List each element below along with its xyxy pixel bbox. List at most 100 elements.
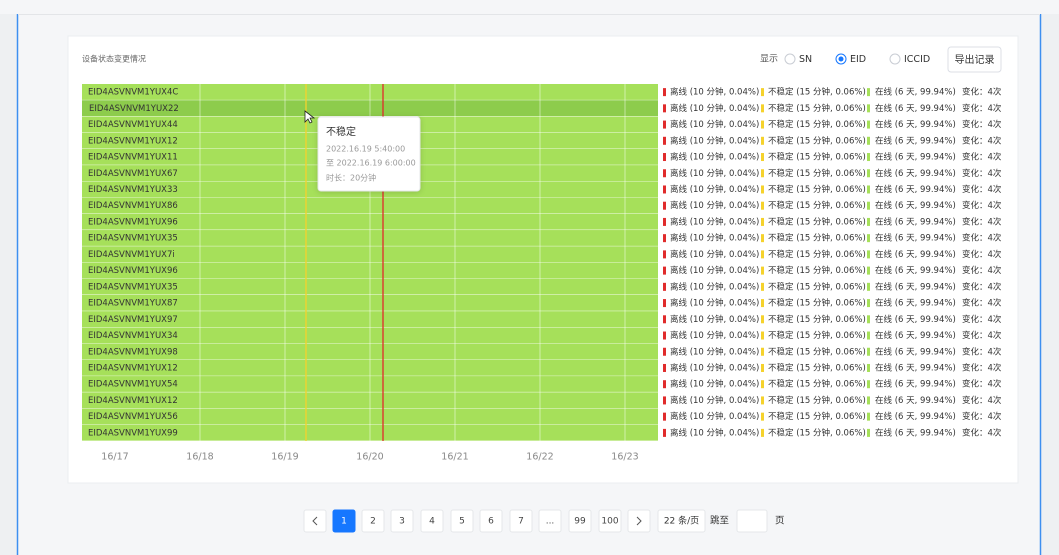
online-text: 在线 (6 天, 99.94%) [875, 281, 956, 292]
radio-dot[interactable] [838, 56, 844, 62]
changes-text: 变化：4次 [962, 168, 1002, 179]
export-button[interactable] [947, 46, 1002, 73]
row-label: EID4ASVNVM1YUX98 [88, 347, 178, 357]
offline-swatch [663, 396, 666, 405]
unstable-text: 不稳定 (15 分钟, 0.06%) [768, 379, 866, 390]
online-text: 在线 (6 天, 99.94%) [875, 314, 956, 325]
online-swatch [867, 88, 870, 97]
online-text: 在线 (6 天, 99.94%) [875, 119, 956, 130]
page-number[interactable]: 99 [574, 517, 586, 527]
online-swatch [867, 299, 870, 308]
unstable-swatch [761, 185, 764, 194]
x-label: 16/18 [186, 452, 213, 463]
online-swatch [867, 104, 870, 113]
x-axis: 16/17 16/18 16/19 16/20 16/21 16/22 16/23 [101, 452, 638, 463]
page-number[interactable]: 6 [488, 517, 494, 527]
tooltip-box [317, 116, 421, 192]
timeline: EID4ASVNVM1YUX4C 离线 (10 分钟, 0.04%) 不稳定 (15… [82, 84, 1004, 442]
page-button[interactable] [598, 509, 622, 533]
unstable-text: 不稳定 (15 分钟, 0.06%) [768, 103, 866, 114]
jump-input[interactable] [736, 509, 768, 533]
unstable-text: 不稳定 (15 分钟, 0.06%) [768, 330, 866, 341]
row-label: EID4ASVNVM1YUX99 [88, 428, 178, 438]
offline-swatch [663, 217, 666, 226]
radio-label[interactable]: ICCID [904, 54, 930, 65]
changes-text: 变化：4次 [962, 216, 1002, 227]
row-label: EID4ASVNVM1YUX35 [88, 282, 178, 292]
page-number[interactable]: 7 [518, 517, 524, 527]
tooltip-title: 不稳定 [326, 125, 356, 138]
online-text: 在线 (6 天, 99.94%) [875, 233, 956, 244]
page-button[interactable] [332, 509, 356, 533]
offline-swatch [663, 88, 666, 97]
unstable-swatch [761, 104, 764, 113]
prev-button[interactable] [303, 509, 327, 533]
row-label: EID4ASVNVM1YUX96 [88, 266, 178, 276]
page-button[interactable] [509, 509, 533, 533]
next-button[interactable] [627, 509, 651, 533]
page-button[interactable] [450, 509, 474, 533]
page-number[interactable]: 1 [341, 517, 347, 527]
online-swatch [867, 120, 870, 129]
page-number[interactable]: 3 [399, 517, 405, 527]
radio[interactable] [889, 53, 901, 65]
page-button[interactable] [390, 509, 414, 533]
offline-swatch [663, 380, 666, 389]
offline-swatch [663, 136, 666, 145]
online-text: 在线 (6 天, 99.94%) [875, 427, 956, 438]
offline-text: 离线 (10 分钟, 0.04%) [670, 249, 759, 260]
online-text: 在线 (6 天, 99.94%) [875, 103, 956, 114]
offline-text: 离线 (10 分钟, 0.04%) [670, 168, 759, 179]
offline-text: 离线 (10 分钟, 0.04%) [670, 379, 759, 390]
offline-text: 离线 (10 分钟, 0.04%) [670, 184, 759, 195]
page-size[interactable]: 22 条/页 [664, 515, 699, 527]
radio[interactable] [784, 53, 796, 65]
unstable-swatch [761, 153, 764, 162]
display-label: 显示 [760, 54, 778, 65]
page-number[interactable]: 2 [370, 517, 376, 527]
radio-label[interactable]: SN [799, 54, 812, 65]
online-swatch [867, 250, 870, 259]
pagination: 1 2 3 4 5 6 7... 99 100 22 条/页 跳至 页 [303, 509, 785, 533]
x-label: 16/23 [611, 452, 638, 463]
row-label: EID4ASVNVM1YUX56 [88, 412, 178, 422]
page-button[interactable] [420, 509, 444, 533]
offline-text: 离线 (10 分钟, 0.04%) [670, 314, 759, 325]
page-size-select[interactable] [657, 509, 706, 533]
offline-swatch [663, 428, 666, 437]
page-button[interactable] [568, 509, 592, 533]
page-number[interactable]: 5 [459, 517, 465, 527]
page-button[interactable] [479, 509, 503, 533]
online-text: 在线 (6 天, 99.94%) [875, 200, 956, 211]
page-number[interactable]: ... [546, 517, 555, 527]
online-swatch [867, 396, 870, 405]
tooltip: 不稳定 2022.16.19 5:40:00 至 2022.16.19 6:00… [317, 116, 421, 192]
changes-text: 变化：4次 [962, 298, 1002, 309]
unstable-swatch [761, 315, 764, 324]
row-label: EID4ASVNVM1YUX7i [88, 250, 175, 260]
page-button[interactable] [538, 509, 562, 533]
export-button-label[interactable]: 导出记录 [955, 53, 995, 66]
online-text: 在线 (6 天, 99.94%) [875, 346, 956, 357]
changes-text: 变化：4次 [962, 200, 1002, 211]
online-swatch [867, 234, 870, 243]
online-swatch [867, 153, 870, 162]
unstable-text: 不稳定 (15 分钟, 0.06%) [768, 314, 866, 325]
changes-text: 变化：4次 [962, 411, 1002, 422]
page-button[interactable] [361, 509, 385, 533]
row-label: EID4ASVNVM1YUX12 [88, 363, 178, 373]
online-swatch [867, 363, 870, 372]
online-text: 在线 (6 天, 99.94%) [875, 135, 956, 146]
x-label: 16/21 [441, 452, 468, 463]
x-label: 16/20 [356, 452, 383, 463]
offline-text: 离线 (10 分钟, 0.04%) [670, 411, 759, 422]
unstable-swatch [761, 201, 764, 210]
unstable-text: 不稳定 (15 分钟, 0.06%) [768, 298, 866, 309]
page-number[interactable]: 4 [429, 517, 435, 527]
offline-text: 离线 (10 分钟, 0.04%) [670, 152, 759, 163]
prev-icon[interactable] [312, 516, 318, 526]
page-number[interactable]: 100 [601, 517, 618, 527]
next-icon[interactable] [636, 516, 642, 526]
unstable-swatch [761, 136, 764, 145]
radio-label[interactable]: EID [850, 54, 866, 65]
